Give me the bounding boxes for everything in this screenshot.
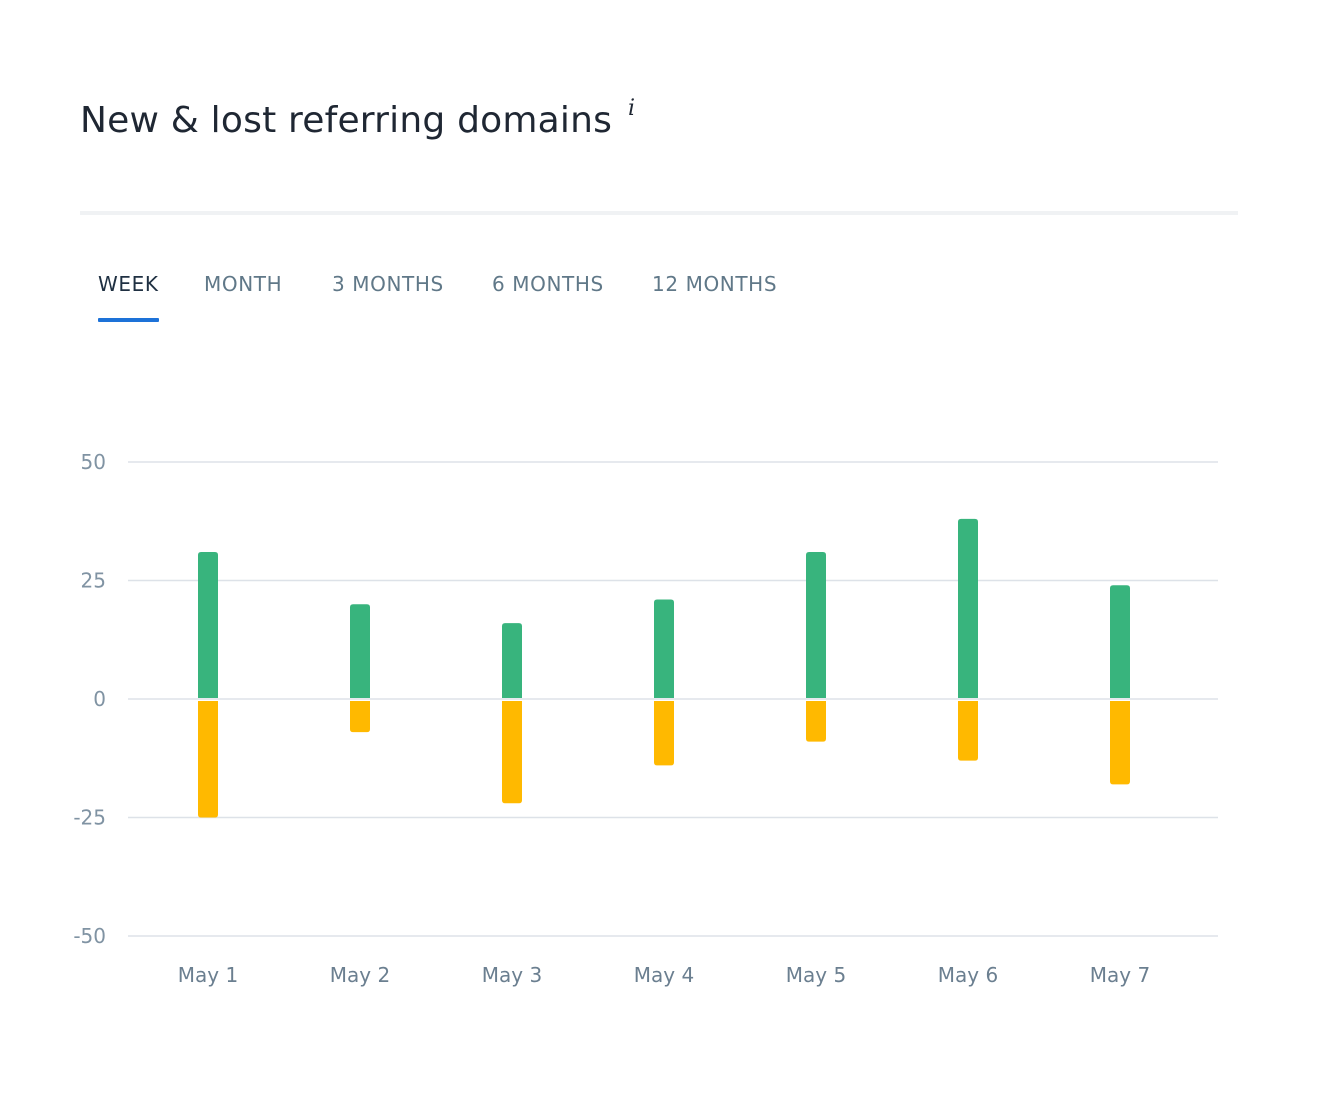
bar-lost[interactable] xyxy=(350,701,370,733)
x-category-label: May 6 xyxy=(938,963,998,987)
x-category-label: May 7 xyxy=(1090,963,1150,987)
x-axis-labels: May 1 May 2 May 3 May 4 May 5 May 6 May 7 xyxy=(178,963,1150,987)
bar-new[interactable] xyxy=(958,518,978,698)
tab-month[interactable]: MONTH xyxy=(204,272,283,296)
x-category-label: May 2 xyxy=(330,963,390,987)
tab-3-months[interactable]: 3 MONTHS xyxy=(332,272,444,296)
y-axis-ticks: 50 25 0 -25 -50 xyxy=(73,450,106,948)
info-icon[interactable]: i xyxy=(628,96,636,121)
bar-lost[interactable] xyxy=(806,701,826,742)
x-category-label: May 1 xyxy=(178,963,238,987)
bar-lost[interactable] xyxy=(1110,701,1130,785)
tab-6-months[interactable]: 6 MONTHS xyxy=(492,272,604,296)
y-tick-label: 50 xyxy=(81,450,106,474)
bar-lost[interactable] xyxy=(502,701,522,804)
bar-new[interactable] xyxy=(198,552,218,698)
bars xyxy=(198,518,1130,818)
y-tick-label: 25 xyxy=(81,569,106,593)
bar-lost[interactable] xyxy=(958,701,978,761)
bar-new[interactable] xyxy=(502,623,522,698)
x-category-label: May 5 xyxy=(786,963,846,987)
tab-12-months[interactable]: 12 MONTHS xyxy=(652,272,778,296)
x-category-label: May 4 xyxy=(634,963,694,987)
y-tick-label: -25 xyxy=(73,806,106,830)
bar-lost[interactable] xyxy=(654,701,674,766)
bar-new[interactable] xyxy=(350,604,370,698)
header-divider xyxy=(80,211,1238,215)
page-title: New & lost referring domains xyxy=(80,100,613,141)
grid-lines xyxy=(128,461,1218,937)
x-category-label: May 3 xyxy=(482,963,542,987)
bar-lost[interactable] xyxy=(198,701,218,818)
bar-new[interactable] xyxy=(654,599,674,698)
y-tick-label: 0 xyxy=(93,687,106,711)
bar-new[interactable] xyxy=(1110,585,1130,698)
tab-week[interactable]: WEEK xyxy=(98,272,159,322)
y-tick-label: -50 xyxy=(73,924,106,948)
bar-new[interactable] xyxy=(806,552,826,698)
